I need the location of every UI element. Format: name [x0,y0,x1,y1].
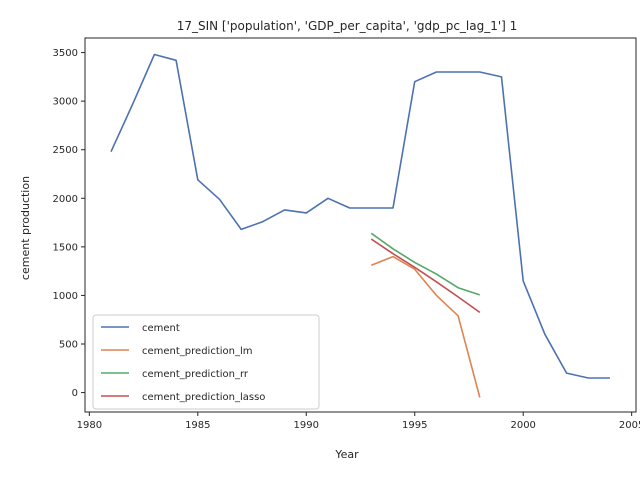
legend-label: cement [142,323,180,334]
series-lines [110,53,610,398]
axis-ticks: 1980 1985 1990 1995 2000 2005 0 500 1000 1500 2000… [53,48,640,431]
x-tick-label: 2005 [619,420,640,431]
legend-label: cement_prediction_lm [142,346,253,357]
x-tick-label: 1995 [402,420,427,431]
x-tick-label: 1980 [77,420,102,431]
y-tick-label: 2500 [53,145,78,156]
x-tick-label: 1990 [294,420,319,431]
series-line-cement-prediction-lasso [370,238,481,314]
y-tick-label: 3000 [53,97,78,108]
legend-label: cement_prediction_lasso [142,392,265,403]
y-tick-label: 0 [72,388,78,399]
y-tick-label: 2000 [53,194,78,205]
series-line-cement-prediction-lm [371,255,481,398]
chart-title: 17_SIN ['population', 'GDP_per_capita', … [177,19,518,33]
y-tick-label: 1000 [53,291,78,302]
y-tick-label: 3500 [53,48,78,59]
x-tick-label: 1985 [185,420,210,431]
plot-area-frame [84,37,637,413]
x-tick-label: 2000 [510,420,535,431]
x-axis-label: Year [334,448,359,461]
series-line-cement-prediction-rr [370,232,481,296]
series-line-cement [110,53,610,379]
legend-box [92,314,320,410]
legend: cement cement_prediction_lm cement_predict… [92,314,320,410]
y-tick-label: 1500 [53,242,78,253]
y-tick-label: 500 [59,340,78,351]
legend-label: cement_prediction_rr [142,369,249,380]
y-axis-label: cement production [19,176,32,280]
